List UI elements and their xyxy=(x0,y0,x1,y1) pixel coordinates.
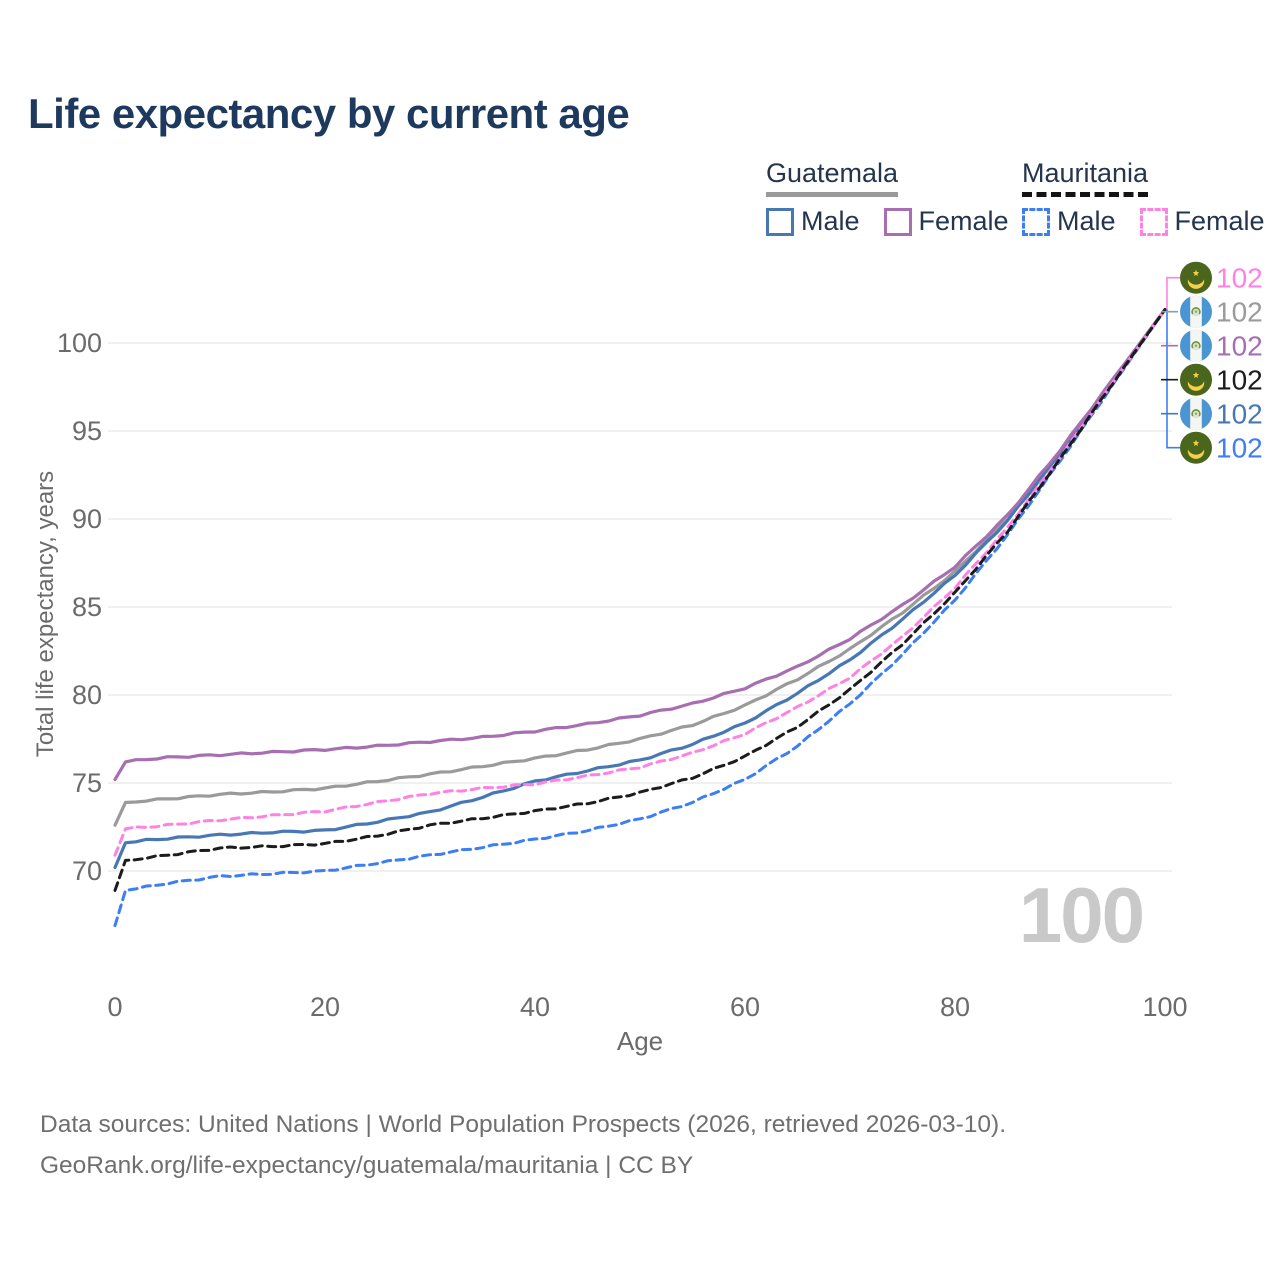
legend-label-guatemala-female: Female xyxy=(918,206,1009,236)
age-cursor-watermark: 100 xyxy=(1018,871,1145,959)
y-tick-label: 75 xyxy=(72,768,102,798)
y-axis-title: Total life expectancy, years xyxy=(32,470,59,758)
guatemala-flag-icon xyxy=(1180,295,1212,328)
end-value-label: 102 xyxy=(1216,365,1263,396)
legend-label-mauritania-female: Female xyxy=(1174,206,1265,236)
end-value-label: 102 xyxy=(1216,433,1263,464)
series-line-mauritania-female xyxy=(113,308,1167,857)
series-line-guatemala-both-sexes xyxy=(113,308,1167,827)
x-tick-label: 80 xyxy=(940,992,970,1022)
legend-item-mauritania-female[interactable]: Female xyxy=(1139,206,1265,237)
end-value-label: 102 xyxy=(1216,263,1263,294)
legend-swatch-mauritania-male-icon xyxy=(1022,207,1050,236)
footer: Data sources: United Nations | World Pop… xyxy=(40,1104,1006,1186)
page-title: Life expectancy by current age xyxy=(28,90,630,137)
end-value-label: 102 xyxy=(1216,331,1263,362)
end-value-label: 102 xyxy=(1216,399,1263,430)
leader-line xyxy=(1166,309,1180,449)
x-tick-label: 0 xyxy=(107,992,122,1022)
y-tick-label: 100 xyxy=(57,328,102,358)
x-tick-label: 20 xyxy=(310,992,340,1022)
y-tick-label: 90 xyxy=(72,504,102,534)
guatemala-flag-icon xyxy=(1180,397,1212,430)
x-tick-label: 40 xyxy=(520,992,550,1022)
legend-items-guatemala: Male Female xyxy=(766,206,1009,237)
legend-swatch-mauritania-female-icon xyxy=(1139,207,1168,236)
series-line-mauritania-male xyxy=(113,308,1167,928)
mauritania-flag-icon xyxy=(1180,431,1212,464)
y-tick-label: 70 xyxy=(72,856,102,886)
legend-label-guatemala-male: Male xyxy=(801,206,860,236)
x-axis-title: Age xyxy=(616,1026,664,1056)
legend-country-guatemala: Guatemala xyxy=(766,158,899,197)
mauritania-flag-icon xyxy=(1180,261,1212,294)
legend-item-mauritania-male[interactable]: Male xyxy=(1022,206,1116,237)
mauritania-flag-icon xyxy=(1180,363,1212,396)
x-tick-label: 100 xyxy=(1142,992,1187,1022)
legend-country-mauritania: Mauritania xyxy=(1022,158,1149,197)
y-tick-label: 85 xyxy=(72,592,102,622)
legend-group-mauritania: Mauritania Male Female xyxy=(1022,158,1265,237)
series-line-guatemala-female xyxy=(113,308,1167,782)
y-tick-label: 80 xyxy=(72,680,102,710)
legend-label-mauritania-male: Male xyxy=(1057,206,1116,236)
end-value-label: 102 xyxy=(1216,297,1263,328)
leader-line xyxy=(1166,276,1180,310)
series-line-guatemala-male xyxy=(113,308,1167,870)
footer-data-sources: Data sources: United Nations | World Pop… xyxy=(40,1111,1007,1138)
y-tick-label: 95 xyxy=(72,416,102,446)
legend-item-guatemala-male[interactable]: Male xyxy=(766,206,860,237)
legend-items-mauritania: Male Female xyxy=(1022,206,1265,237)
legend-item-guatemala-female[interactable]: Female xyxy=(883,206,1009,237)
legend-swatch-guatemala-male-icon xyxy=(766,207,794,236)
series-line-mauritania-both-sexes xyxy=(113,308,1167,892)
x-tick-label: 60 xyxy=(730,992,760,1022)
legend-group-guatemala: Guatemala Male Female xyxy=(766,158,1009,237)
guatemala-flag-icon xyxy=(1180,329,1212,362)
legend-swatch-guatemala-female-icon xyxy=(883,207,912,236)
footer-attribution: GeoRank.org/life-expectancy/guatemala/ma… xyxy=(40,1152,694,1179)
